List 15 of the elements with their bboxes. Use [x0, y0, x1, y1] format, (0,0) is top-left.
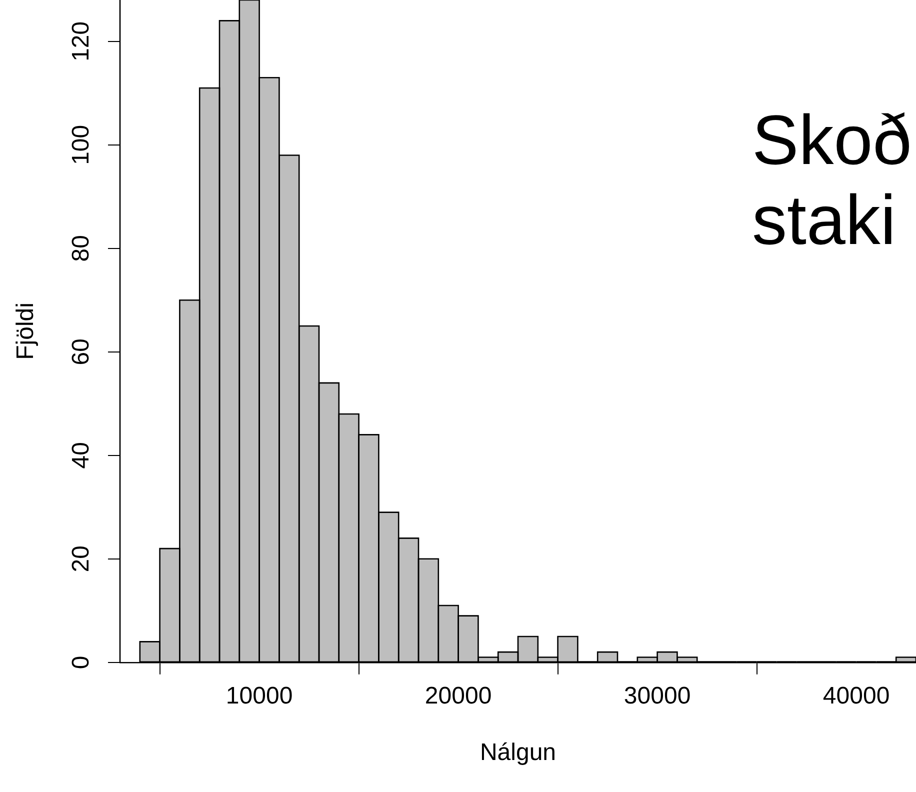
- x-tick-label: 40000: [822, 682, 890, 710]
- y-tick-label: 40: [68, 442, 95, 469]
- y-tick-label: 60: [68, 338, 95, 366]
- x-tick-label: 30000: [624, 682, 691, 710]
- y-tick-label: 120: [68, 21, 95, 62]
- x-axis-title: Nálgun: [480, 739, 556, 766]
- annotation: staki: [752, 180, 897, 260]
- y-tick-label: 100: [68, 124, 95, 165]
- x-tick-label: 10000: [226, 682, 293, 710]
- y-tick-label: 0: [68, 656, 95, 670]
- y-tick-label: 20: [68, 546, 95, 572]
- x-tick-label: 20000: [424, 682, 492, 710]
- y-tick-label: 80: [68, 235, 95, 262]
- annotation: Skoð: [752, 100, 912, 180]
- y-axis-title: Fjöldi: [12, 302, 40, 360]
